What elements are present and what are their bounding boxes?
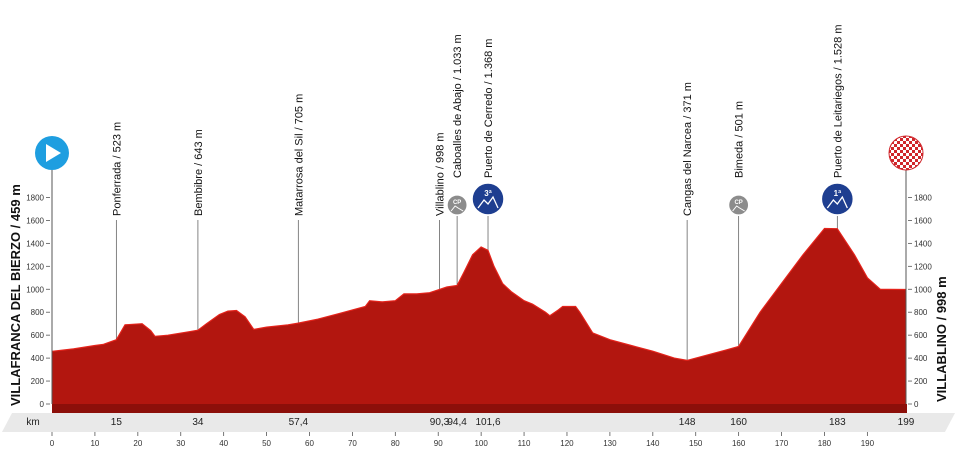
x-tick-label: 140 [646,439,660,448]
waypoint-label: Cangas del Narcea / 371 m [682,82,694,216]
y-tick-label-left: 400 [31,354,45,363]
x-tick-label: 130 [603,439,617,448]
elevation-profile-edge [51,227,907,362]
km-bar [2,413,955,432]
x-tick-label: 30 [176,439,185,448]
x-tick-label: 0 [50,439,55,448]
y-tick-label-right: 1000 [914,285,932,294]
waypoint-label: Caboalles de Abajo / 1.033 m [452,34,464,178]
y-axis-right: 0 200 400 600 800 1000 1200 1400 1600 1800 [908,193,932,409]
waypoint-km: 101,6 [475,417,500,428]
y-tick-label-right: 1400 [914,239,932,248]
y-tick-label-right: 0 [914,400,919,409]
x-tick-label: 170 [775,439,789,448]
sprint-mountain-icon [450,205,464,212]
y-tick-label-right: 400 [914,354,928,363]
waypoint-km: 148 [679,417,696,428]
start-label: VILLAFRANCA DEL BIERZO / 459 m [8,184,23,406]
y-tick-label-left: 600 [31,331,45,340]
waypoint-km: 15 [111,417,123,428]
y-tick-label-left: 1200 [26,262,44,271]
y-tick-label-left: 800 [31,308,45,317]
elevation-profile-area [52,228,906,404]
y-tick-label-right: 600 [914,331,928,340]
waypoint-label: Bembibre / 643 m [193,129,205,216]
mountain-icon [477,195,499,209]
x-tick-label: 100 [474,439,488,448]
y-tick-label-left: 0 [40,400,45,409]
x-axis-ticks: 0 10 20 30 40 50 60 70 80 90 100 110 120 130 140 150 160… [50,432,875,448]
x-tick-label: 20 [133,439,142,448]
sprint-badge-text: CP [734,200,742,206]
finish-label: VILLABLINO / 998 m [934,276,949,402]
waypoint-label: Villablino / 998 m [435,132,447,216]
waypoint-label: Puerto de Leitariegos / 1.528 m [832,25,844,178]
waypoint-km: 90,3 [430,417,450,428]
waypoint-km: 57,4 [289,417,309,428]
waypoint-label: Puerto de Cerredo / 1.368 m [483,39,495,178]
x-tick-label: 60 [305,439,314,448]
climb-badges: CP 3ª CP 1ª [446,182,855,216]
y-tick-label-left: 1000 [26,285,44,294]
mountain-icon [826,195,848,209]
sprint-badge-text: CP [453,200,461,206]
profile-base [52,404,907,413]
y-tick-label-left: 1800 [26,193,44,202]
waypoint-km: 199 [898,417,915,428]
waypoint-km: 160 [730,417,747,428]
finish-flag-icon [888,135,924,171]
waypoint-km: 94,4 [447,417,467,428]
x-tick-label: 150 [689,439,703,448]
y-tick-label-right: 1800 [914,193,932,202]
climb-category-text: 1ª [834,189,841,198]
climb-category-badge [471,182,505,216]
x-tick-label: 180 [818,439,832,448]
x-tick-label: 40 [219,439,228,448]
y-tick-label-left: 1600 [26,216,44,225]
climb-category-text: 3ª [484,189,491,198]
y-tick-label-left: 200 [31,377,45,386]
y-tick-label-right: 200 [914,377,928,386]
x-tick-label: 110 [518,439,531,448]
waypoint-place-labels: Ponferrada / 523 m Bembibre / 643 m Matarr… [111,25,844,216]
x-tick-label: 90 [434,439,443,448]
waypoint-km-labels: 15 34 57,4 90,394,4 101,6 148 160 183 199 [111,417,915,428]
x-tick-label: 160 [732,439,746,448]
x-tick-label: 70 [348,439,357,448]
waypoint-label: Matarrosa del Sil / 705 m [293,94,305,216]
waypoint-km: 183 [829,417,846,428]
x-tick-label: 80 [391,439,400,448]
x-tick-label: 50 [262,439,271,448]
y-tick-label-left: 1400 [26,239,44,248]
x-tick-label: 10 [90,439,99,448]
waypoint-km: 34 [192,417,204,428]
y-tick-label-right: 1600 [914,216,932,225]
start-play-triangle [46,144,61,162]
y-axis-left: 0 200 400 600 800 1000 1200 1400 1600 1800 [26,193,50,409]
sprint-mountain-icon [732,205,745,212]
y-tick-label-right: 1200 [914,262,932,271]
waypoint-label: Bimeda / 501 m [734,101,746,178]
x-tick-label: 120 [560,439,574,448]
x-tick-label: 190 [861,439,875,448]
climb-category-badge [820,182,855,216]
y-tick-label-right: 800 [914,308,928,317]
waypoint-label: Ponferrada / 523 m [111,122,123,216]
km-unit-label: km [26,417,39,428]
